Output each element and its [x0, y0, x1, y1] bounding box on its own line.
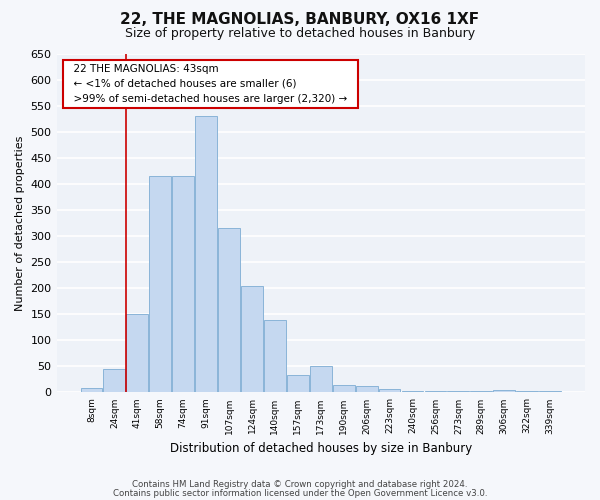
- Y-axis label: Number of detached properties: Number of detached properties: [15, 136, 25, 311]
- Bar: [287, 375, 309, 392]
- Text: Contains public sector information licensed under the Open Government Licence v3: Contains public sector information licen…: [113, 490, 487, 498]
- Bar: [493, 390, 515, 392]
- Bar: [379, 389, 400, 392]
- Bar: [356, 386, 377, 392]
- Bar: [149, 176, 171, 392]
- Bar: [425, 391, 446, 392]
- Bar: [103, 369, 125, 392]
- Bar: [127, 314, 148, 392]
- Text: Contains HM Land Registry data © Crown copyright and database right 2024.: Contains HM Land Registry data © Crown c…: [132, 480, 468, 489]
- X-axis label: Distribution of detached houses by size in Banbury: Distribution of detached houses by size …: [170, 442, 472, 455]
- Bar: [401, 391, 424, 392]
- Bar: [195, 116, 217, 392]
- Bar: [333, 384, 355, 392]
- Bar: [218, 228, 240, 392]
- Bar: [264, 320, 286, 392]
- Bar: [310, 366, 332, 392]
- Bar: [172, 176, 194, 392]
- Bar: [80, 388, 103, 392]
- Bar: [241, 286, 263, 393]
- Text: Size of property relative to detached houses in Banbury: Size of property relative to detached ho…: [125, 28, 475, 40]
- Text: 22, THE MAGNOLIAS, BANBURY, OX16 1XF: 22, THE MAGNOLIAS, BANBURY, OX16 1XF: [121, 12, 479, 28]
- Text: 22 THE MAGNOLIAS: 43sqm  
  ← <1% of detached houses are smaller (6)  
  >99% of: 22 THE MAGNOLIAS: 43sqm ← <1% of detache…: [67, 64, 354, 104]
